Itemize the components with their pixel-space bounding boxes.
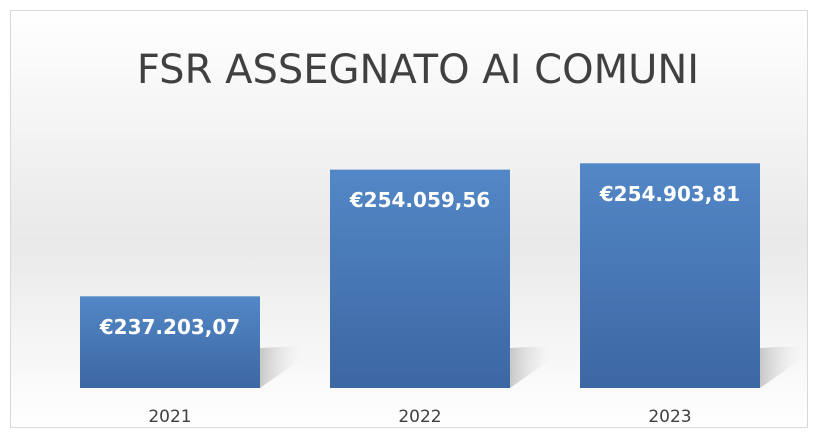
bar [330, 169, 510, 388]
bar-shadow [510, 346, 550, 388]
bar-shadow [260, 346, 300, 388]
data-label: €254.903,81 [599, 182, 740, 206]
bar [580, 163, 760, 388]
x-tick-label: 2023 [648, 407, 691, 427]
x-tick-label: 2021 [148, 407, 191, 427]
x-tick-label: 2022 [398, 407, 441, 427]
data-label: €254.059,56 [349, 188, 490, 212]
bar [80, 296, 260, 388]
chart-title: FSR ASSEGNATO AI COMUNI [137, 47, 699, 93]
data-label: €237.203,07 [99, 315, 240, 339]
bar-shadow [760, 346, 800, 388]
